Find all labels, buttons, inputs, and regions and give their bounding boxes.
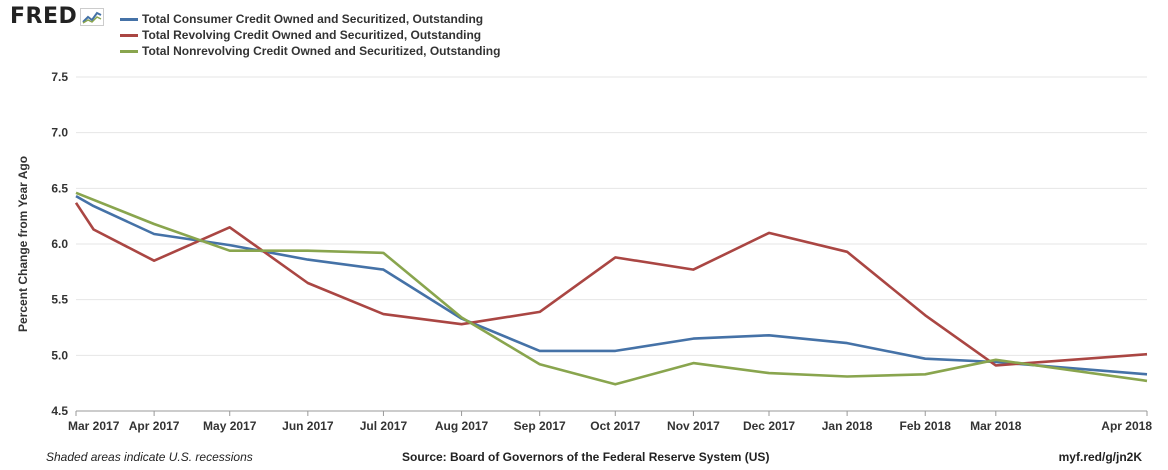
legend-label: Total Consumer Credit Owned and Securiti… [142, 12, 484, 26]
legend-label: Total Nonrevolving Credit Owned and Secu… [142, 44, 501, 58]
x-tick-label: Feb 2018 [900, 419, 952, 433]
y-tick-label: 5.5 [51, 293, 68, 307]
x-tick-label: Mar 2017 [68, 419, 120, 433]
x-tick-label: Mar 2018 [970, 419, 1022, 433]
x-tick-label: Apr 2018 [1101, 419, 1152, 433]
line-chart: 4.5 5.0 5.5 6.0 6.5 7.0 7.5 Mar 2017 Apr 2017 May… [16, 70, 1152, 433]
legend-swatch [120, 49, 138, 53]
x-tick-label: Jul 2017 [360, 419, 408, 433]
legend-swatch [120, 17, 138, 21]
x-tick-label: Jan 2018 [822, 419, 873, 433]
legend-item[interactable]: Total Revolving Credit Owned and Securit… [120, 27, 500, 43]
fred-logo-text: FRED [10, 4, 78, 29]
series-line-1 [75, 194, 1148, 376]
y-tick-label: 7.5 [51, 70, 68, 84]
series-line-3 [75, 191, 1148, 386]
y-tick-label: 4.5 [51, 404, 68, 418]
short-link[interactable]: myf.red/g/jn2K [1058, 450, 1142, 464]
chart-trend-icon [80, 7, 105, 26]
x-tick-label: Dec 2017 [743, 419, 795, 433]
source-note: Source: Board of Governors of the Federa… [402, 450, 770, 464]
recessions-note: Shaded areas indicate U.S. recessions [46, 450, 253, 464]
fred-logo[interactable]: FRED [10, 4, 105, 29]
x-tick-label: Aug 2017 [435, 419, 489, 433]
legend-item[interactable]: Total Nonrevolving Credit Owned and Secu… [120, 43, 500, 59]
y-axis-label: Percent Change from Year Ago [16, 156, 30, 332]
legend-item[interactable]: Total Consumer Credit Owned and Securiti… [120, 11, 500, 27]
legend-label: Total Revolving Credit Owned and Securit… [142, 28, 482, 42]
x-tick-label: Oct 2017 [590, 419, 640, 433]
x-tick-label: Nov 2017 [667, 419, 720, 433]
y-tick-label: 7.0 [51, 126, 68, 140]
y-tick-label: 6.0 [51, 237, 68, 251]
x-tick-label: Jun 2017 [282, 419, 334, 433]
series-line-2 [74, 202, 1148, 367]
x-tick-label: May 2017 [203, 419, 257, 433]
y-tick-label: 5.0 [51, 348, 68, 362]
legend-swatch [120, 33, 138, 37]
y-tick-label: 6.5 [51, 181, 68, 195]
x-tick-label: Sep 2017 [514, 419, 566, 433]
chart-legend: Total Consumer Credit Owned and Securiti… [120, 11, 500, 59]
x-tick-label: Apr 2017 [129, 419, 180, 433]
